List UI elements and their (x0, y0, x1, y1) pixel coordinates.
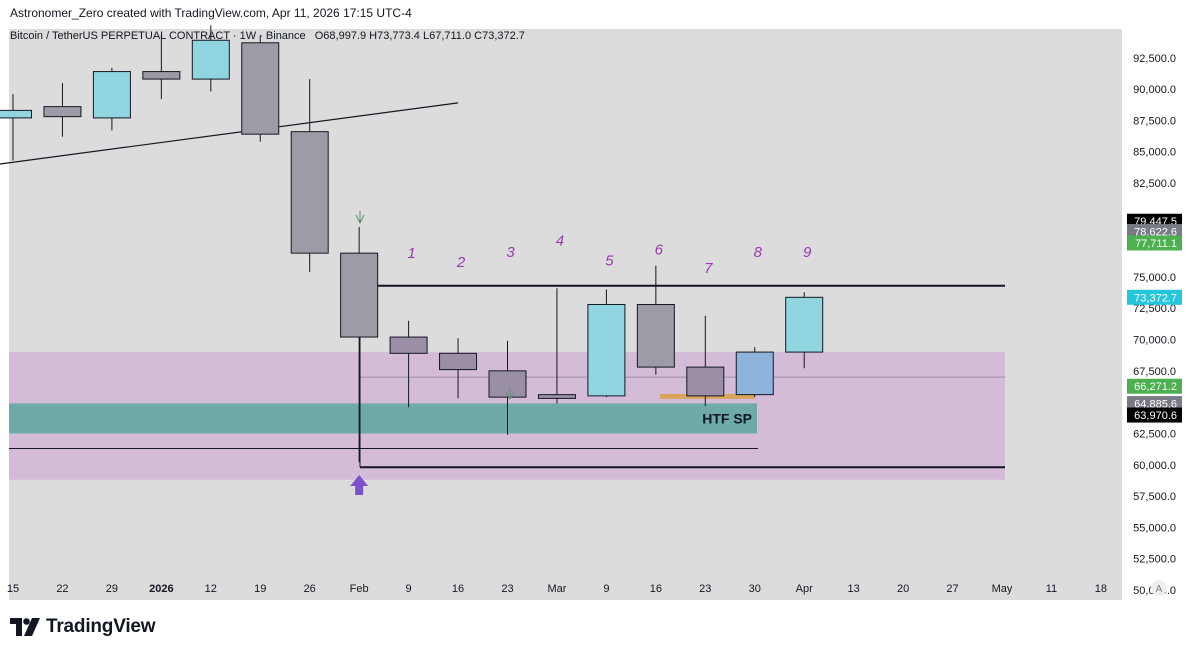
candle-body[interactable] (537, 394, 576, 399)
htf-sp-label: HTF SP (702, 410, 752, 426)
plot-background (9, 29, 1122, 600)
price-tick-label: 82,500.0 (1133, 178, 1176, 190)
price-tick-label: 62,500.0 (1133, 428, 1176, 440)
author-credit: Astronomer_Zero created with TradingView… (10, 6, 412, 20)
time-tick-label: 12 (205, 583, 217, 595)
price-tick-label: 87,500.0 (1133, 115, 1176, 127)
time-tick-label: 15 (7, 583, 19, 595)
price-label-box (1127, 224, 1182, 240)
chart-header: Astronomer_Zero created with TradingView… (10, 6, 525, 42)
candle-body[interactable] (439, 352, 478, 371)
price-label: 66,271.2 (1134, 381, 1177, 393)
trendline[interactable] (0, 102, 459, 165)
candle-body[interactable] (785, 296, 824, 353)
price-tick-label: 60,000.0 (1133, 460, 1176, 472)
price-tick-label: 67,500.0 (1133, 366, 1176, 378)
candle-body[interactable] (92, 71, 131, 119)
time-tick-label: 16 (452, 583, 464, 595)
time-tick-label: May (992, 583, 1013, 595)
time-tick-label: 26 (304, 583, 316, 595)
time-tick-label: 18 (1095, 583, 1107, 595)
price-axis: 92,500.0 90,000.0 87,500.0 85,000.0 82,500.0… (1127, 53, 1182, 597)
candle-body[interactable] (191, 39, 230, 80)
time-tick-label: Apr (796, 583, 813, 595)
price-label-box (1127, 289, 1182, 305)
time-axis: 15 22 29 2026 12 19 26 Feb 9 16 23 Mar 9 16 23 30 Apr 13 2… (7, 580, 1167, 596)
price-label: 77,711.1 (1135, 238, 1177, 250)
time-tick-label: 13 (848, 583, 860, 595)
candle-body[interactable] (142, 71, 181, 80)
candle-body[interactable] (587, 303, 626, 397)
wave-count-label[interactable]: 5 (605, 253, 614, 270)
candle-body[interactable] (686, 366, 725, 397)
wave-count-label[interactable]: 3 (506, 244, 515, 261)
candle-body[interactable] (43, 106, 82, 118)
price-tick-label: 52,500.0 (1133, 554, 1176, 566)
price-label-box (1127, 235, 1182, 251)
drawing-layer (0, 102, 1005, 469)
wave-count-label[interactable]: 2 (456, 254, 466, 271)
time-tick-label: 19 (254, 583, 266, 595)
wave-count-label[interactable]: 6 (655, 241, 664, 258)
brand-name: TradingView (46, 616, 156, 637)
auto-scale-label[interactable]: A (1156, 584, 1163, 595)
wave-label-layer: 1 2 3 4 5 6 7 8 9 (407, 233, 812, 278)
time-tick-label: Feb (350, 583, 369, 595)
tradingview-logo[interactable]: TradingView (10, 614, 156, 640)
tradingview-logo-icon (10, 618, 40, 636)
candle-body[interactable] (488, 370, 527, 398)
auto-scale-button[interactable] (1151, 580, 1167, 596)
price-tick-label: 90,000.0 (1133, 84, 1176, 96)
price-tick-label: 57,500.0 (1133, 491, 1176, 503)
time-tick-label: 27 (946, 583, 958, 595)
price-label: 73,372.7 (1134, 292, 1177, 304)
time-tick-label: 9 (406, 583, 412, 595)
price-label-box (1127, 396, 1182, 412)
wave-count-label[interactable]: 7 (704, 260, 713, 277)
price-label-box (1127, 407, 1182, 423)
candle-body[interactable] (290, 131, 329, 254)
time-tick-label: Mar (547, 583, 566, 595)
signal-arrow-icon (355, 211, 365, 225)
time-tick-label: 30 (749, 583, 761, 595)
time-tick-label: 23 (501, 583, 513, 595)
price-tick-label: 75,000.0 (1133, 272, 1176, 284)
price-tick-label: 85,000.0 (1133, 147, 1176, 159)
price-tick-label: 92,500.0 (1133, 53, 1176, 65)
wave-count-label[interactable]: 9 (803, 244, 812, 261)
time-tick-label: 22 (56, 583, 68, 595)
candle-body[interactable] (0, 109, 32, 119)
symbol-description[interactable]: Bitcoin / TetherUS PERPETUAL CONTRACT · … (10, 30, 306, 42)
htf-sp-zone[interactable] (9, 403, 757, 434)
candle-body[interactable] (241, 42, 280, 135)
wave-count-label[interactable]: 4 (556, 233, 564, 250)
time-tick-label: 20 (897, 583, 909, 595)
price-tick-label: 55,000.0 (1133, 522, 1176, 534)
signal-arrow-icon (505, 389, 515, 401)
candle-body[interactable] (340, 252, 379, 338)
up-arrow-icon[interactable] (350, 475, 369, 496)
orange-level-bar[interactable] (660, 393, 755, 399)
time-tick-label: 16 (650, 583, 662, 595)
price-label-box (1127, 378, 1182, 394)
price-tick-label: 72,500.0 (1133, 303, 1176, 315)
candle-body[interactable] (389, 336, 428, 354)
ohlc-values: O68,997.9 H73,773.4 L67,711.0 C73,372.7 (314, 30, 525, 42)
time-tick-label: 11 (1046, 583, 1057, 595)
candle-body[interactable] (735, 351, 774, 396)
wave-count-label[interactable]: 1 (407, 245, 415, 262)
time-tick-label: 9 (603, 583, 609, 595)
time-tick-label: 23 (699, 583, 711, 595)
candle-layer (0, 25, 824, 496)
time-tick-label: 29 (106, 583, 118, 595)
time-tick-label: 2026 (149, 583, 173, 595)
price-tick-label: 70,000.0 (1133, 335, 1176, 347)
price-label: 63,970.6 (1134, 410, 1177, 422)
candle-body[interactable] (636, 303, 675, 368)
wave-count-label[interactable]: 8 (754, 244, 763, 261)
